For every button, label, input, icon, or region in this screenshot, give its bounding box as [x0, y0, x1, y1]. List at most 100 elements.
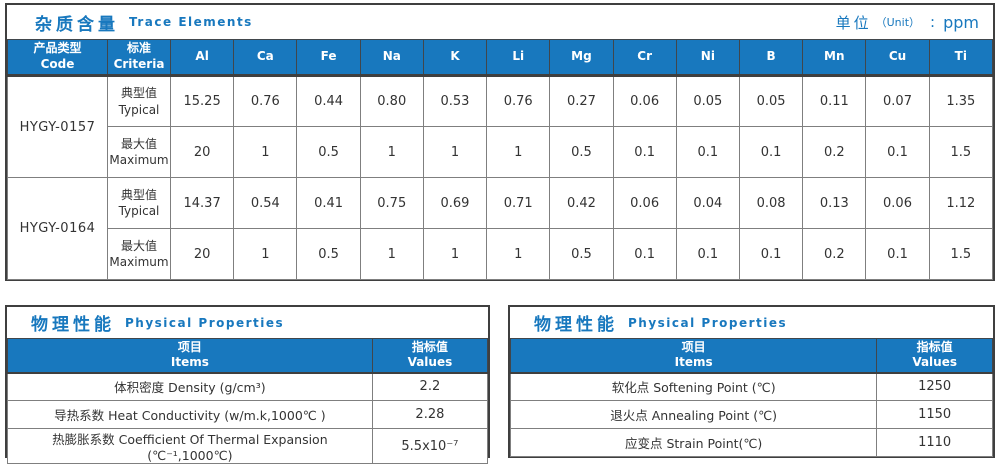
criteria-cell: 最大值 Maximum — [107, 126, 171, 178]
element-value-cell: 0.1 — [738, 228, 804, 280]
element-value-cell: 0.13 — [802, 177, 867, 229]
element-value-cell: 1 — [486, 126, 551, 178]
col-header-element: Li — [486, 39, 551, 77]
trace-elements-table: 产品类型 Code 标准 Criteria Al Ca Fe Na K Li Mg Cr Ni B Mn… — [7, 39, 994, 280]
col-header-product-code: 产品类型 Code — [7, 39, 108, 77]
criteria-zh: 最大值 — [120, 238, 157, 253]
unit-label: 单位 （Unit） : ppm — [836, 12, 979, 33]
element-value-cell: 0.05 — [675, 75, 740, 127]
element-value-cell: 1 — [486, 228, 551, 280]
element-value-cell: 1 — [422, 126, 488, 178]
physical-right-title-bar: 物理性能 Physical Properties — [510, 307, 993, 338]
element-value-cell: 1.5 — [928, 126, 994, 178]
property-value-cell: 2.28 — [371, 400, 489, 429]
unit-label-en: （Unit） — [875, 16, 921, 29]
element-value-cell: 0.1 — [865, 228, 930, 280]
property-value-cell: 1110 — [876, 428, 993, 457]
physical-left-header-row: 项目 Items 指标值 Values — [7, 338, 489, 374]
element-value-cell: 0.08 — [738, 177, 804, 229]
section-title-en: Trace Elements — [129, 15, 253, 29]
property-item-cell: 导热系数 Heat Conductivity (w/m.k,1000℃ ) — [7, 400, 373, 429]
trace-elements-section: 杂质含量 Trace Elements 单位 （Unit） : ppm 产品类型… — [5, 3, 995, 281]
criteria-cell: 典型值 Typical — [107, 177, 171, 229]
property-row: 体积密度 Density (g/cm³) 2.2 — [7, 372, 489, 401]
section-title-zh: 物理性能 — [31, 315, 115, 335]
criteria-cell: 最大值 Maximum — [107, 228, 171, 280]
element-value-cell: 1.12 — [928, 177, 994, 229]
criteria-en: Typical — [118, 102, 160, 117]
unit-colon: : — [930, 13, 936, 31]
trace-data-row: HYGY-0164 典型值 Typical 14.37 0.54 0.41 0.75 0.69… — [7, 177, 994, 280]
col-header-element: Ca — [233, 39, 298, 77]
element-value-cell: 0.5 — [549, 126, 614, 178]
element-value-cell: 0.06 — [612, 75, 677, 127]
element-value-cell: 0.44 — [296, 75, 361, 127]
element-value-cell: 0.07 — [865, 75, 930, 127]
unit-label-zh: 单位 — [835, 13, 872, 32]
trace-section-title-bar: 杂质含量 Trace Elements 单位 （Unit） : ppm — [7, 5, 993, 39]
element-value-cell: 0.1 — [612, 228, 677, 280]
element-value-cell: 0.1 — [865, 126, 930, 178]
property-item-cell: 软化点 Softening Point (℃) — [509, 372, 878, 401]
element-value-cell: 1.5 — [928, 228, 994, 280]
property-row: 软化点 Softening Point (℃) 1250 — [509, 372, 993, 401]
element-value-cell: 0.76 — [486, 75, 551, 127]
element-value-cell: 0.69 — [422, 177, 488, 229]
col-header-element: Na — [359, 39, 424, 77]
col-header-element: Cr — [612, 39, 677, 77]
col-header-element: K — [422, 39, 488, 77]
element-value-cell: 0.06 — [865, 177, 930, 229]
product-code-cell: HYGY-0157 — [7, 75, 108, 178]
element-value-cell: 0.80 — [359, 75, 424, 127]
col-header-element: Mn — [802, 39, 867, 77]
property-row: 退火点 Annealing Point (℃) 1150 — [509, 400, 993, 429]
element-value-cell: 0.1 — [675, 126, 740, 178]
element-value-cell: 0.54 — [233, 177, 298, 229]
col-header-element: Ti — [928, 39, 994, 77]
trace-data-row: 最大值 Maximum 20 1 0.5 1 1 1 0.5 0.1 0.1 0.1 0.2 0.1 1.5 — [8, 126, 994, 178]
element-value-cell: 0.06 — [612, 177, 677, 229]
element-value-cell: 0.71 — [486, 177, 551, 229]
col-header-element: Al — [169, 39, 235, 77]
col-header-element: Fe — [296, 39, 361, 77]
element-value-cell: 0.2 — [802, 126, 867, 178]
physical-properties-section-right: 物理性能 Physical Properties 项目 Items 指标值 Valu… — [508, 305, 995, 458]
element-value-cell: 0.42 — [549, 177, 614, 229]
physical-right-header-row: 项目 Items 指标值 Values — [509, 338, 993, 374]
col-header-criteria: 标准 Criteria — [107, 39, 171, 77]
element-value-cell: 0.05 — [738, 75, 804, 127]
physical-properties-table-right: 项目 Items 指标值 Values 软化点 Softening Point (℃… — [509, 338, 993, 457]
col-header-element: Cu — [865, 39, 930, 77]
col-header-element: Ni — [675, 39, 740, 77]
element-value-cell: 0.5 — [296, 126, 361, 178]
property-value-cell: 5.5x10⁻⁷ — [371, 428, 489, 464]
element-value-cell: 0.5 — [549, 228, 614, 280]
property-value-cell: 1250 — [876, 372, 993, 401]
section-title-en: Physical Properties — [628, 315, 788, 330]
element-value-cell: 1 — [422, 228, 488, 280]
criteria-zh: 典型值 — [120, 86, 157, 101]
col-header-element: Mg — [549, 39, 614, 77]
physical-properties-table-left: 项目 Items 指标值 Values 体积密度 Density (g/cm³) 2.… — [7, 338, 489, 464]
element-value-cell: 0.76 — [233, 75, 298, 127]
element-value-cell: 1 — [359, 126, 424, 178]
element-value-cell: 0.1 — [738, 126, 804, 178]
col-header-items: 项目 Items — [7, 338, 373, 374]
element-value-cell: 14.37 — [169, 177, 235, 229]
trace-data-row: HYGY-0157 典型值 Typical 15.25 0.76 0.44 0.80 0.53… — [7, 75, 994, 178]
unit-value: ppm — [943, 12, 979, 32]
element-value-cell: 0.1 — [612, 126, 677, 178]
element-value-cell: 20 — [169, 126, 235, 178]
criteria-cell: 典型值 Typical — [107, 75, 171, 127]
trace-data-row: 最大值 Maximum 20 1 0.5 1 1 1 0.5 0.1 0.1 0.1 0.2 0.1 1.5 — [8, 228, 994, 280]
property-item-cell: 应变点 Strain Point(℃) — [509, 428, 878, 457]
element-value-cell: 15.25 — [169, 75, 235, 127]
section-title-zh: 杂质含量 — [35, 14, 119, 35]
col-header-element: B — [738, 39, 804, 77]
element-value-cell: 0.11 — [802, 75, 867, 127]
criteria-zh: 典型值 — [120, 187, 157, 202]
criteria-en: Maximum — [109, 255, 169, 269]
element-value-cell: 20 — [169, 228, 235, 280]
property-item-cell: 热膨胀系数 Coefficient Of Thermal Expansion (… — [7, 428, 373, 464]
